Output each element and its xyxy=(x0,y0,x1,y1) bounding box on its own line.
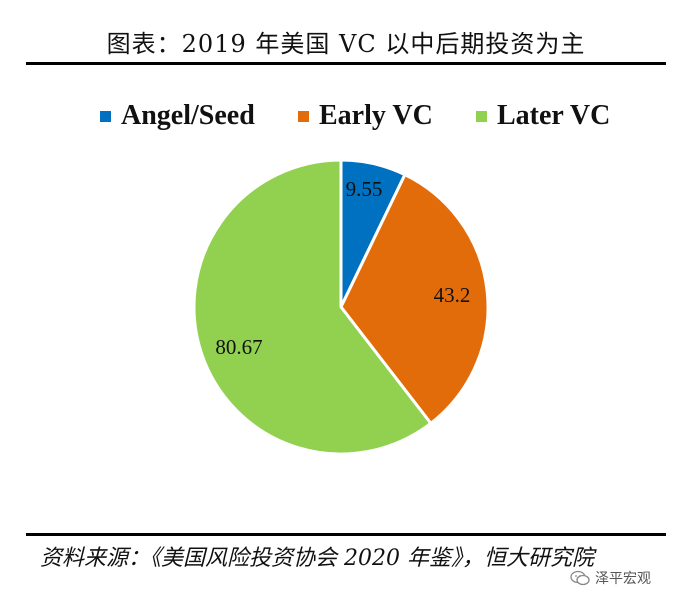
data-label-early-vc: 43.2 xyxy=(434,283,471,307)
pie-slice-early-vc xyxy=(339,172,490,426)
legend-swatch-angel-seed xyxy=(100,110,111,122)
data-label-angel-seed: 9.55 xyxy=(346,177,383,201)
bottom-rule xyxy=(26,533,666,536)
legend-swatch-later-vc xyxy=(476,110,487,122)
legend-item-early-vc: Early VC xyxy=(298,100,433,132)
legend-label-early-vc: Early VC xyxy=(319,100,433,131)
legend-item-angel-seed: Angel/Seed xyxy=(100,100,255,132)
source-note: 资料来源：《美国风险投资协会 2020 年鉴》，恒大研究院 xyxy=(40,546,594,571)
watermark: 泽平宏观 xyxy=(570,568,651,588)
wechat-icon xyxy=(570,570,590,586)
legend-label-angel-seed: Angel/Seed xyxy=(121,100,255,131)
data-label-later-vc: 80.67 xyxy=(215,335,262,359)
legend-swatch-early-vc xyxy=(298,110,309,122)
legend-label-later-vc: Later VC xyxy=(497,100,611,131)
watermark-text: 泽平宏观 xyxy=(595,571,651,587)
chart-title: 图表：2019 年美国 VC 以中后期投资为主 xyxy=(106,30,586,58)
pie-slice-later-vc xyxy=(192,158,433,456)
legend-item-later-vc: Later VC xyxy=(476,100,610,132)
top-rule xyxy=(26,62,666,65)
